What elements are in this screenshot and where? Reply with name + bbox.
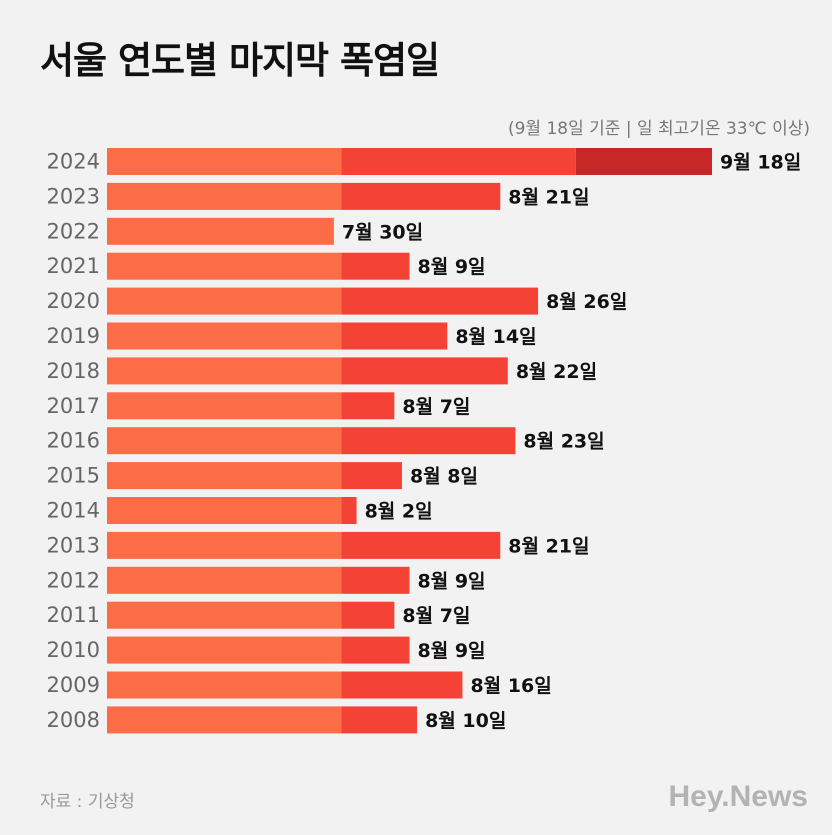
- value-label-2017: 8월 7일: [402, 396, 470, 418]
- bar-segment-july-2021: [107, 252, 342, 280]
- value-label-2019: 8월 14일: [455, 326, 536, 348]
- bar-row-2018: 2018 8월 22일: [47, 357, 597, 385]
- bar-segment-august-2019: [341, 322, 448, 350]
- bar-segment-august-2013: [341, 531, 501, 559]
- year-label-2011: 2011: [47, 603, 100, 627]
- bar-row-2023: 2023 8월 21일: [47, 182, 590, 210]
- year-label-2012: 2012: [47, 568, 100, 592]
- bar-segment-july-2014: [107, 497, 342, 524]
- year-label-2016: 2016: [47, 429, 100, 453]
- bar-segment-august-2023: [341, 182, 501, 210]
- bar-segment-august-2014: [341, 497, 357, 524]
- bar-row-2016: 2016 8월 23일: [47, 427, 605, 455]
- year-label-2024: 2024: [47, 150, 100, 174]
- value-label-2022: 7월 30일: [342, 221, 423, 243]
- bar-segment-august-2012: [341, 566, 410, 594]
- value-label-2013: 8월 21일: [508, 535, 589, 557]
- value-label-2020: 8월 26일: [546, 291, 627, 313]
- bar-row-2014: 2014 8월 2일: [47, 497, 433, 524]
- bar-segment-july-2018: [107, 357, 342, 385]
- bar-segment-july-2017: [107, 392, 342, 420]
- bar-segment-july-2020: [107, 287, 342, 315]
- value-label-2011: 8월 7일: [402, 605, 470, 627]
- year-label-2017: 2017: [47, 394, 100, 418]
- bar-segment-august-2024: [341, 148, 576, 175]
- bar-segment-july-2008: [107, 706, 342, 734]
- bar-row-2009: 2009 8월 16일: [47, 671, 552, 699]
- year-label-2020: 2020: [47, 289, 100, 313]
- bar-row-2012: 2012 8월 9일: [47, 566, 486, 594]
- year-label-2019: 2019: [47, 324, 100, 348]
- bar-segment-august-2015: [341, 462, 402, 490]
- bar-segment-august-2009: [341, 671, 463, 699]
- value-label-2023: 8월 21일: [508, 186, 589, 208]
- bar-segment-july-2022: [107, 217, 334, 245]
- year-label-2013: 2013: [47, 533, 100, 557]
- bar-row-2019: 2019 8월 14일: [47, 322, 537, 350]
- bar-segment-july-2013: [107, 531, 342, 559]
- bar-segment-august-2016: [341, 427, 516, 455]
- source-note: 자료 : 기상청: [40, 792, 135, 812]
- value-label-2018: 8월 22일: [516, 361, 597, 383]
- year-label-2022: 2022: [47, 219, 100, 243]
- bar-segment-august-2010: [341, 636, 410, 664]
- value-label-2014: 8월 2일: [365, 501, 433, 523]
- value-label-2009: 8월 16일: [470, 675, 551, 697]
- year-label-2010: 2010: [47, 638, 100, 662]
- bar-row-2013: 2013 8월 21일: [47, 531, 590, 559]
- bar-row-2017: 2017 8월 7일: [47, 392, 470, 420]
- bar-segment-august-2018: [341, 357, 508, 385]
- bar-segment-august-2008: [341, 706, 418, 734]
- bar-segment-july-2019: [107, 322, 342, 350]
- year-label-2008: 2008: [47, 708, 100, 732]
- year-label-2015: 2015: [47, 464, 100, 488]
- year-label-2023: 2023: [47, 184, 100, 208]
- brand-logo: Hey.News: [668, 780, 808, 813]
- value-label-2024: 9월 18일: [720, 152, 801, 174]
- bar-segment-july-2010: [107, 636, 342, 664]
- bar-row-2011: 2011 8월 7일: [47, 601, 470, 629]
- bar-segment-august-2017: [341, 392, 395, 420]
- year-label-2009: 2009: [47, 673, 100, 697]
- bar-row-2022: 2022 7월 30일: [47, 217, 423, 245]
- bar-segment-july-2015: [107, 462, 342, 490]
- year-label-2014: 2014: [47, 499, 100, 523]
- bar-row-2024: 2024 9월 18일: [47, 148, 801, 175]
- bar-row-2010: 2010 8월 9일: [47, 636, 486, 664]
- value-label-2015: 8월 8일: [410, 466, 478, 488]
- bar-segment-august-2011: [341, 601, 395, 629]
- bar-segment-july-2011: [107, 601, 342, 629]
- bar-row-2020: 2020 8월 26일: [47, 287, 627, 315]
- bar-segment-july-2016: [107, 427, 342, 455]
- bar-segment-august-2020: [341, 287, 539, 315]
- bar-row-2021: 2021 8월 9일: [47, 252, 486, 280]
- year-label-2018: 2018: [47, 359, 100, 383]
- bar-segment-july-2009: [107, 671, 342, 699]
- chart-title: 서울 연도별 마지막 폭염일: [40, 39, 440, 82]
- year-label-2021: 2021: [47, 254, 100, 278]
- value-label-2008: 8월 10일: [425, 710, 506, 732]
- bar-segment-september-2024: [575, 148, 712, 175]
- value-label-2010: 8월 9일: [418, 640, 486, 662]
- value-label-2016: 8월 23일: [523, 431, 604, 453]
- value-label-2012: 8월 9일: [418, 570, 486, 592]
- bar-row-2008: 2008 8월 10일: [47, 706, 506, 734]
- bar-row-2015: 2015 8월 8일: [47, 462, 478, 490]
- value-label-2021: 8월 9일: [418, 256, 486, 278]
- bar-segment-july-2024: [107, 148, 342, 175]
- chart-subtitle: (9월 18일 기준 | 일 최고기온 33℃ 이상): [507, 119, 810, 139]
- bar-segment-august-2021: [341, 252, 410, 280]
- bar-segment-july-2012: [107, 566, 342, 594]
- bar-segment-july-2023: [107, 182, 342, 210]
